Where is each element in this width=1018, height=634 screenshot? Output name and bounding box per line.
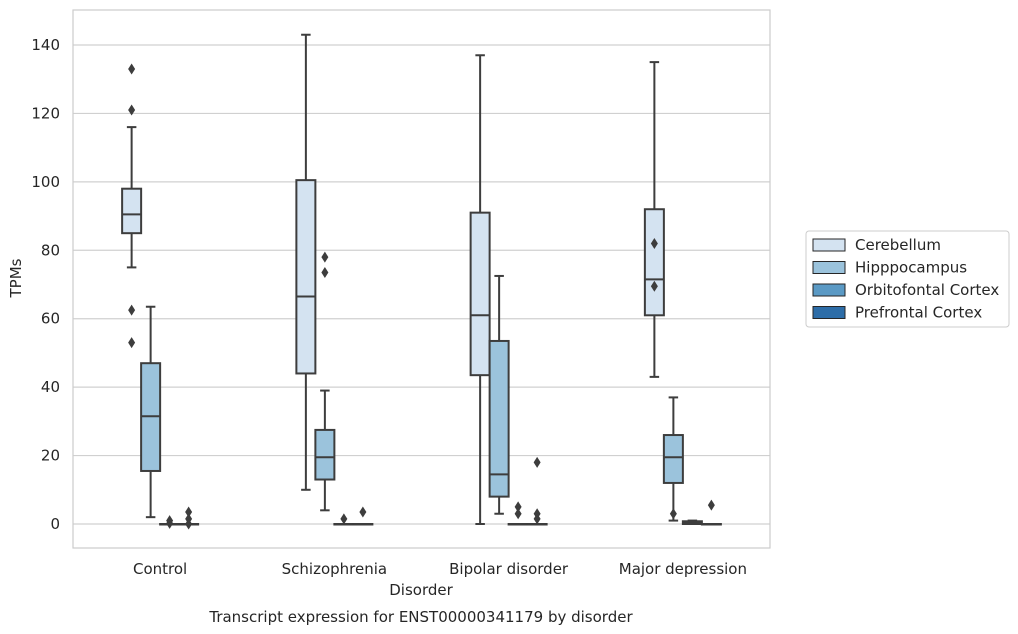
box-0-1 (295, 33, 317, 491)
box-1-2 (488, 274, 510, 515)
legend-label: Prefrontal Cortex (855, 304, 982, 322)
box-body (662, 434, 684, 484)
outlier-point (533, 513, 541, 525)
box-body (314, 428, 336, 481)
box-3-1 (352, 506, 374, 526)
grid-lines (73, 44, 770, 525)
box-body (488, 339, 510, 498)
box-2-3 (681, 519, 703, 526)
y-tick-label: 20 (41, 447, 60, 465)
legend-label: Orbitofontal Cortex (855, 281, 999, 299)
x-tick-label: Schizophrenia (282, 560, 387, 578)
box-body (295, 179, 317, 375)
x-axis-label: Disorder (389, 581, 453, 599)
chart-title: Transcript expression for ENST0000034117… (208, 608, 633, 626)
y-axis-label: TPMs (7, 258, 25, 298)
y-tick-label: 80 (41, 241, 60, 259)
outlier-point (128, 304, 136, 316)
legend-label: Hipppocampus (855, 259, 967, 277)
box-0-2 (469, 54, 491, 525)
y-tick-label: 100 (31, 173, 60, 191)
y-tick-label: 0 (50, 515, 60, 533)
box-1-0 (140, 305, 162, 519)
outlier-point (321, 251, 329, 263)
box-2-0 (159, 515, 181, 529)
box-body (643, 208, 665, 317)
outlier-point (340, 513, 348, 525)
y-tick-label: 40 (41, 378, 60, 396)
box-body (469, 211, 491, 377)
box-body (121, 187, 143, 235)
box-layer (121, 33, 722, 530)
legend-swatch (812, 261, 846, 274)
box-1-3 (662, 396, 684, 522)
box-0-0 (121, 63, 143, 349)
outlier-point (533, 456, 541, 468)
outlier-point (166, 517, 174, 529)
box-1-1 (314, 251, 336, 512)
x-tick-label: Bipolar disorder (449, 560, 569, 578)
plot-frame (72, 9, 771, 549)
y-tick-label: 120 (31, 104, 60, 122)
outlier-point (128, 104, 136, 116)
outlier-point (514, 501, 522, 513)
outlier-point (359, 506, 367, 518)
legend-swatch (812, 238, 846, 252)
outlier-point (650, 280, 658, 292)
outlier-point (321, 267, 329, 279)
y-tick-label: 60 (41, 310, 60, 328)
legend-frame (805, 230, 1010, 328)
legend-swatch (812, 283, 846, 297)
outlier-point (707, 499, 715, 511)
box-3-3 (700, 499, 722, 526)
box-3-0 (178, 506, 200, 530)
legend: Cerebellum Hipppocampus Orbitofontal Corte… (805, 230, 1010, 328)
legend-label: Cerebellum (855, 236, 941, 254)
outlier-point (650, 237, 658, 249)
legend-swatch (812, 306, 846, 319)
box-2-1 (333, 513, 355, 526)
box-3-2 (526, 456, 548, 526)
outlier-point (514, 508, 522, 520)
x-tick-labels: Control Schizophrenia Bipolar disorder Majo… (133, 560, 747, 578)
outlier-point (128, 337, 136, 349)
y-tick-label: 140 (31, 36, 60, 54)
x-tick-label: Major depression (619, 560, 747, 578)
outlier-point (185, 506, 193, 518)
box-0-3 (643, 61, 665, 378)
outlier-point (669, 508, 677, 520)
outlier-point (128, 63, 136, 75)
y-tick-labels: 0 20 40 60 80 100 120 140 (31, 36, 60, 533)
outlier-point (185, 518, 193, 530)
x-tick-label: Control (133, 560, 187, 578)
box-2-2 (507, 501, 529, 526)
